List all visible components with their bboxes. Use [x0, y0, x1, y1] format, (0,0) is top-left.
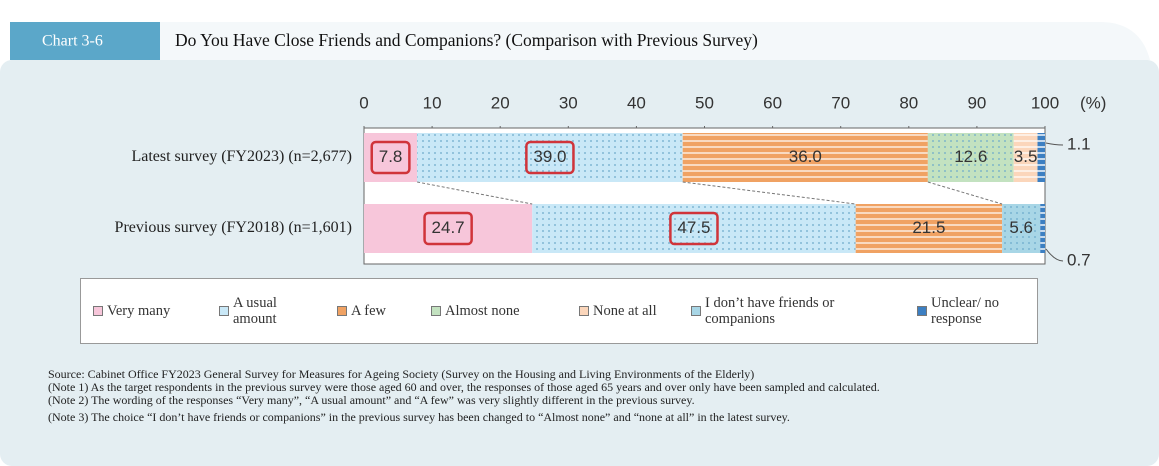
header-strip	[160, 22, 1150, 60]
bar-pattern	[1013, 133, 1038, 182]
legend-label: I don’t have friends or companions	[705, 295, 835, 327]
legend-swatch	[917, 306, 927, 316]
value-label: 39.0	[533, 147, 566, 166]
bar-pattern	[682, 133, 928, 182]
x-tick-label: 80	[899, 93, 918, 112]
x-tick-label: 10	[423, 93, 442, 112]
x-tick-label: 70	[831, 93, 850, 112]
x-tick-label: 30	[559, 93, 578, 112]
x-tick-label: 100	[1031, 93, 1059, 112]
legend-item: Very many	[93, 279, 213, 343]
legend-label: None at all	[593, 303, 657, 319]
legend-item: A usual amount	[219, 279, 329, 343]
legend-swatch	[337, 306, 347, 316]
legend-label: Very many	[107, 303, 171, 319]
note: Source: Cabinet Office FY2023 General Su…	[48, 367, 755, 381]
bar-pattern	[1002, 204, 1041, 253]
bar-pattern	[855, 204, 1003, 253]
chart-badge	[10, 22, 160, 60]
note: (Note 3) The choice “I don’t have friend…	[48, 410, 790, 424]
value-label: 7.8	[379, 147, 403, 166]
value-label: 21.5	[912, 218, 945, 237]
x-tick-label: 40	[627, 93, 646, 112]
leader-line	[1045, 142, 1064, 146]
legend-swatch	[691, 306, 701, 316]
legend-item: A few	[337, 279, 427, 343]
value-label: 1.1	[1067, 134, 1091, 153]
note: (Note 2) The wording of the responses “V…	[48, 393, 695, 407]
legend-item: None at all	[579, 279, 684, 343]
connector-line	[417, 181, 533, 205]
legend-item: I don’t have friends or companions	[691, 279, 911, 343]
highlight-box	[669, 211, 719, 246]
legend-label: Unclear/ no response	[931, 295, 1000, 327]
value-label: 47.5	[677, 218, 710, 237]
value-label: 36.0	[789, 147, 822, 166]
value-label: 5.6	[1009, 218, 1033, 237]
bar-pattern	[927, 133, 1014, 182]
highlight-box	[525, 140, 575, 175]
legend: Very many A usual amount A few Almost none N…	[80, 278, 1038, 344]
connector-line	[927, 181, 1003, 205]
value-label: 0.7	[1067, 250, 1091, 269]
value-label: 12.6	[954, 147, 987, 166]
connector-line	[682, 181, 856, 205]
legend-swatch	[431, 306, 441, 316]
leader-line	[1045, 248, 1064, 262]
note: (Note 1) As the target respondents in th…	[48, 380, 880, 394]
x-tick-label: 0	[359, 93, 368, 112]
category-label: Latest survey (FY2023) (n=2,677)	[131, 148, 352, 165]
x-tick-label: 50	[695, 93, 714, 112]
legend-swatch	[219, 306, 229, 316]
bar-pattern	[1040, 204, 1045, 253]
legend-swatch	[93, 306, 103, 316]
chart-number: Chart 3-6	[42, 33, 103, 50]
legend-swatch	[579, 306, 589, 316]
bar-pattern	[1037, 133, 1045, 182]
unit-label: (%)	[1080, 93, 1106, 112]
value-label: 24.7	[432, 218, 465, 237]
highlight-box	[423, 211, 473, 246]
highlight-box	[370, 140, 411, 175]
legend-label: Almost none	[445, 303, 520, 319]
notes: Source: Cabinet Office FY2023 General Su…	[48, 368, 1148, 424]
legend-label: A usual amount	[233, 295, 277, 327]
legend-item: Almost none	[431, 279, 571, 343]
legend-item: Unclear/ no response	[917, 279, 1032, 343]
x-tick-label: 20	[491, 93, 510, 112]
x-tick-label: 90	[967, 93, 986, 112]
chart-title: Do You Have Close Friends and Companions…	[175, 30, 758, 50]
x-tick-label: 60	[763, 93, 782, 112]
legend-label: A few	[351, 303, 387, 319]
category-label: Previous survey (FY2018) (n=1,601)	[115, 219, 352, 236]
value-label: 3.5	[1014, 147, 1038, 166]
